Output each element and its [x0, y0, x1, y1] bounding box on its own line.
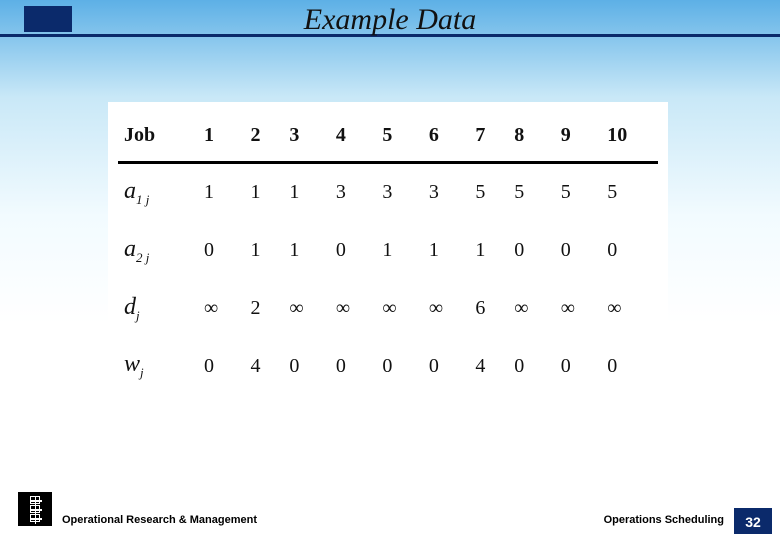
table-cell: 0 [601, 337, 658, 395]
table-cell: 0 [376, 337, 422, 395]
table-cell: 0 [198, 337, 244, 395]
table-cell: 5 [508, 163, 554, 222]
table-column-header: 8 [508, 110, 554, 163]
table-cell: 0 [508, 222, 554, 280]
table-header: Job12345678910 [118, 110, 658, 163]
table-column-header: 7 [469, 110, 508, 163]
table-cell: 1 [283, 222, 329, 280]
table-cell: 0 [423, 337, 469, 395]
table-cell: 0 [555, 337, 601, 395]
footer-left-text: Operational Research & Management [62, 514, 257, 526]
table-header-row: Job12345678910 [118, 110, 658, 163]
table-column-header: 5 [376, 110, 422, 163]
table-column-header: 4 [330, 110, 376, 163]
table-cell: ∞ [376, 280, 422, 338]
table-cell: ∞ [601, 280, 658, 338]
table-cell: ∞ [508, 280, 554, 338]
table-cell: 2 [244, 280, 283, 338]
table-cell: 6 [469, 280, 508, 338]
table-cell: 1 [423, 222, 469, 280]
table-cell: 1 [469, 222, 508, 280]
table-cell: 5 [555, 163, 601, 222]
table-row: a2 j0110111000 [118, 222, 658, 280]
table-column-header: 6 [423, 110, 469, 163]
table-cell: 0 [198, 222, 244, 280]
table-cell: 0 [601, 222, 658, 280]
table-cell: 1 [376, 222, 422, 280]
logo-icon [18, 492, 52, 526]
table-cell: ∞ [330, 280, 376, 338]
table-column-header: 10 [601, 110, 658, 163]
row-label: a1 j [118, 163, 198, 222]
table-row: wj0400004000 [118, 337, 658, 395]
table-body: a1 j1113335555a2 j0110111000dj∞2∞∞∞∞6∞∞∞… [118, 163, 658, 396]
table-cell: 1 [198, 163, 244, 222]
table-cell: 5 [601, 163, 658, 222]
table-cell: 0 [330, 222, 376, 280]
row-label: dj [118, 280, 198, 338]
slide-title: Example Data [0, 3, 780, 37]
row-label: a2 j [118, 222, 198, 280]
data-table-container: Job12345678910 a1 j1113335555a2 j0110111… [108, 102, 668, 407]
table-column-header: 3 [283, 110, 329, 163]
table-cell: ∞ [283, 280, 329, 338]
table-cell: 3 [330, 163, 376, 222]
table-cell: 1 [244, 163, 283, 222]
table-cell: 3 [423, 163, 469, 222]
table-cell: 0 [283, 337, 329, 395]
table-cell: 0 [508, 337, 554, 395]
page-number: 32 [738, 514, 768, 530]
table-column-header: 9 [555, 110, 601, 163]
table-row: a1 j1113335555 [118, 163, 658, 222]
slide: Example Data Job12345678910 a1 j11133355… [0, 0, 780, 540]
table-column-header: 2 [244, 110, 283, 163]
table-cell: 0 [555, 222, 601, 280]
table-cell: 4 [244, 337, 283, 395]
table-cell: ∞ [423, 280, 469, 338]
table-cell: 5 [469, 163, 508, 222]
table-cell: 0 [330, 337, 376, 395]
footer: Operational Research & Management Operat… [0, 502, 780, 540]
table-cell: ∞ [198, 280, 244, 338]
table-cell: 4 [469, 337, 508, 395]
table-row: dj∞2∞∞∞∞6∞∞∞ [118, 280, 658, 338]
table-cell: ∞ [555, 280, 601, 338]
table-header-label: Job [118, 110, 198, 163]
data-table: Job12345678910 a1 j1113335555a2 j0110111… [118, 110, 658, 395]
table-cell: 1 [244, 222, 283, 280]
row-label: wj [118, 337, 198, 395]
table-column-header: 1 [198, 110, 244, 163]
table-cell: 1 [283, 163, 329, 222]
footer-right-text: Operations Scheduling [604, 514, 724, 526]
table-cell: 3 [376, 163, 422, 222]
